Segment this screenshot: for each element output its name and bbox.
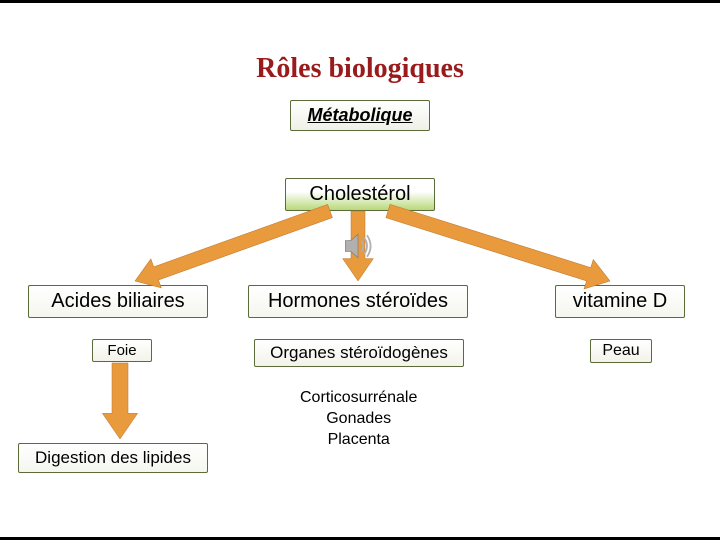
box-organes: Organes stéroïdogènes [254,339,464,367]
box-hormones: Hormones stéroïdes [248,285,468,318]
page-title: Rôles biologiques [256,53,464,85]
cortico-line1: Corticosurrénale [300,388,417,409]
cortico-line3: Placenta [300,430,417,451]
chol-to-vitd [383,196,614,295]
cortico-line2: Gonades [300,409,417,430]
box-vitd: vitamine D [555,285,685,318]
cortico-list: Corticosurrénale Gonades Placenta [300,388,417,450]
box-metabolique: Métabolique [290,100,430,131]
box-foie: Foie [92,339,152,362]
speaker-icon [340,228,376,264]
foie-to-digestion [102,363,137,439]
chol-to-acides [130,197,335,296]
box-digestion: Digestion des lipides [18,443,208,473]
box-acides: Acides biliaires [28,285,208,318]
box-peau: Peau [590,339,652,363]
box-cholesterol: Cholestérol [285,178,435,211]
